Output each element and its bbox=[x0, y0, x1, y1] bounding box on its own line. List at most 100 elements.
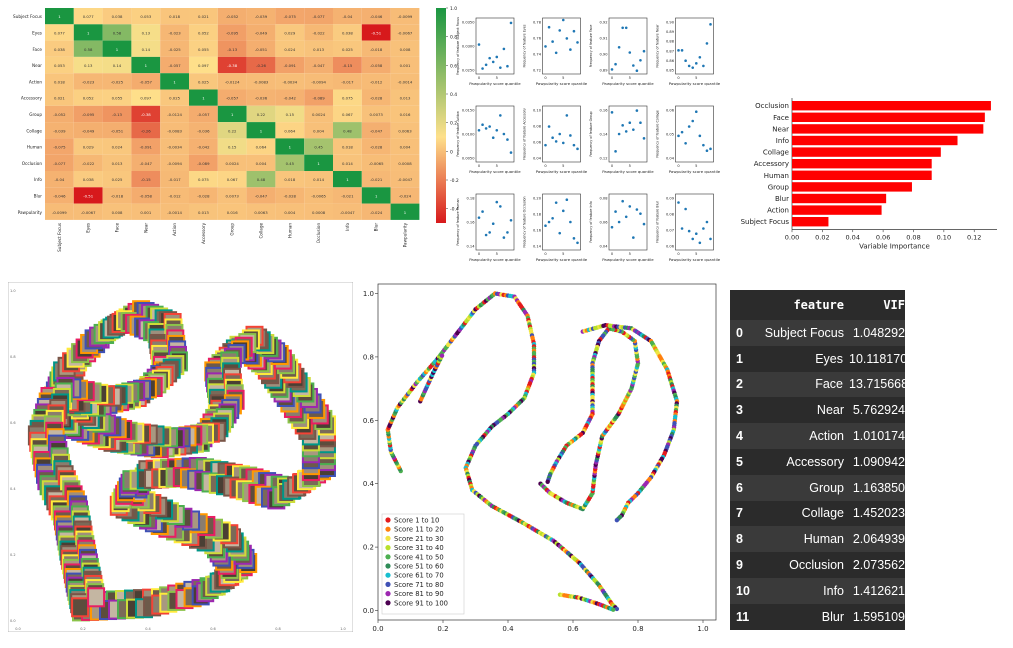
small-scatter-plot: 0.18 0.16 0.14 Frequency of feature Human 0 5… bbox=[456, 193, 521, 262]
small-scatter-xtick: 0 bbox=[478, 76, 481, 80]
curve-legend-label: Score 1 to 10 bbox=[394, 517, 439, 525]
heatmap-cell-label: 0.038 bbox=[342, 30, 353, 35]
vif-table-row: 2 Face 13.715668 bbox=[730, 371, 908, 398]
small-scatter-ytick: 0.07 bbox=[666, 229, 674, 233]
small-scatter-xlabel: Pawpularity score quantile bbox=[469, 257, 521, 262]
heatmap-cell-label: 0.052 bbox=[198, 30, 209, 35]
vif-row-value: 10.118170 bbox=[849, 351, 908, 366]
vif-row-index: 9 bbox=[736, 558, 743, 573]
small-scatter-xlabel: Pawpularity score quantile bbox=[602, 169, 654, 174]
small-scatter-point bbox=[561, 141, 565, 145]
bar-xtick-label: 0.00 bbox=[785, 234, 799, 242]
heatmap-cell bbox=[361, 40, 391, 57]
heatmap-cell bbox=[246, 8, 276, 25]
heatmap-cell bbox=[160, 154, 189, 171]
small-scatter-ytick: 0.08 bbox=[599, 197, 608, 201]
curve-point bbox=[614, 606, 620, 612]
heatmap-cell bbox=[160, 40, 189, 57]
heatmap-cell-label: -0.042 bbox=[197, 145, 210, 150]
bar-xtick-label: 0.08 bbox=[906, 234, 920, 242]
small-scatter-frame bbox=[608, 17, 648, 75]
heatmap-col-label: Action bbox=[172, 223, 177, 236]
small-scatter-ytick: 0.06 bbox=[533, 141, 542, 145]
small-scatter-point bbox=[702, 227, 705, 230]
heatmap-cell bbox=[45, 8, 74, 25]
heatmap-cell bbox=[304, 171, 333, 188]
vif-header-feature: feature bbox=[793, 298, 845, 312]
heatmap-cell-label: 0.075 bbox=[342, 96, 353, 101]
heatmap-cell bbox=[361, 171, 391, 188]
heatmap-cell bbox=[131, 24, 161, 41]
heatmap-cell-label: 0.15 bbox=[228, 145, 237, 150]
small-scatter-point bbox=[491, 60, 495, 64]
heatmap-cell bbox=[275, 40, 305, 57]
heatmap-cell bbox=[217, 187, 247, 204]
heatmap-cell-label: -0.036 bbox=[255, 96, 268, 101]
heatmap-cell-label: -0.15 bbox=[342, 63, 352, 68]
small-scatter-ytick: 0.16 bbox=[533, 229, 542, 233]
heatmap-cell bbox=[131, 171, 161, 188]
small-scatter-point bbox=[621, 124, 624, 127]
heatmap-cell bbox=[390, 56, 420, 74]
heatmap-cell bbox=[160, 138, 189, 155]
heatmap-cell-label: -0.13 bbox=[112, 112, 122, 117]
heatmap-cell bbox=[189, 138, 218, 155]
bar-xtick-label: 0.06 bbox=[876, 234, 890, 242]
heatmap-cell bbox=[304, 203, 333, 220]
small-scatter-ytick: 0.89 bbox=[666, 30, 675, 34]
vif-row-feature: Face bbox=[815, 377, 843, 392]
heatmap-cell-label: -0.38 bbox=[141, 112, 151, 117]
heatmap-cell-label: -0.0083 bbox=[167, 128, 182, 133]
heatmap-cell-label: -0.0047 bbox=[340, 210, 355, 215]
heatmap-cell bbox=[160, 122, 189, 139]
small-scatter-ytick: 0.0050 bbox=[462, 157, 475, 161]
small-scatter-xlabel: Pawpularity score quantile bbox=[469, 81, 521, 86]
small-scatter-point bbox=[484, 127, 488, 130]
importance-category-label: Human bbox=[764, 172, 789, 180]
imagegrid-ytick: 0.8 bbox=[10, 355, 16, 359]
small-scatter-point bbox=[547, 220, 551, 224]
heatmap-cell bbox=[102, 56, 132, 74]
small-scatter-xtick: 5 bbox=[629, 252, 631, 256]
importance-bar bbox=[792, 124, 984, 134]
heatmap-cell-label: -0.0099 bbox=[52, 210, 67, 215]
vif-row-value: 1.048292 bbox=[852, 325, 905, 340]
heatmap-cell-label: 0.025 bbox=[112, 177, 123, 182]
heatmap-row-label: Collage bbox=[26, 128, 42, 133]
small-scatter-plot: 0.09 0.08 0.07 0.06 Frequency of feature Blu… bbox=[656, 193, 721, 262]
curve-xtick-label: 0.0 bbox=[372, 625, 383, 632]
vif-row-value: 1.010174 bbox=[852, 429, 905, 444]
small-scatter-ytick: 0.14 bbox=[466, 245, 475, 249]
small-scatter-point bbox=[499, 66, 502, 69]
imagegrid-ytick: 0.2 bbox=[10, 553, 16, 557]
heatmap-cell-label: 1 bbox=[317, 161, 320, 166]
small-scatter-point bbox=[677, 49, 680, 52]
heatmap-cell bbox=[45, 56, 74, 74]
heatmap-cell-label: -0.13 bbox=[227, 47, 237, 52]
heatmap-cell bbox=[361, 154, 391, 171]
curve-legend-label: Score 61 to 70 bbox=[394, 572, 444, 580]
small-scatter-point bbox=[614, 210, 617, 213]
imagegrid-ytick: 0.4 bbox=[10, 487, 16, 491]
small-scatter-xtick: 5 bbox=[695, 164, 697, 168]
heatmap-cell bbox=[189, 8, 218, 25]
importance-category-label: Near bbox=[772, 125, 789, 133]
small-scatter-xtick: 5 bbox=[496, 252, 498, 256]
small-scatter-plot: 0.08 0.06 0.04 Frequency of feature Info 0 5P… bbox=[589, 193, 654, 262]
small-scatter-point bbox=[691, 237, 695, 241]
small-scatter-xlabel: Pawpularity score quantile bbox=[669, 81, 721, 86]
heatmap-cell-label: -0.0067 bbox=[81, 210, 96, 215]
heatmap-col-label: Group bbox=[230, 223, 235, 236]
vif-row-index: 11 bbox=[736, 609, 750, 624]
heatmap-cell-label: -0.057 bbox=[140, 79, 153, 84]
small-scatter-point bbox=[554, 140, 558, 143]
heatmap-cell-label: 0.018 bbox=[169, 14, 180, 19]
small-scatter-ytick: 0.78 bbox=[533, 21, 542, 25]
curve-point bbox=[439, 353, 445, 358]
heatmap-cell-label: 1 bbox=[145, 63, 148, 68]
small-scatter-point bbox=[680, 130, 684, 134]
heatmap-cell bbox=[304, 24, 333, 41]
heatmap-cell bbox=[217, 138, 247, 155]
curve-legend-marker bbox=[385, 545, 391, 551]
